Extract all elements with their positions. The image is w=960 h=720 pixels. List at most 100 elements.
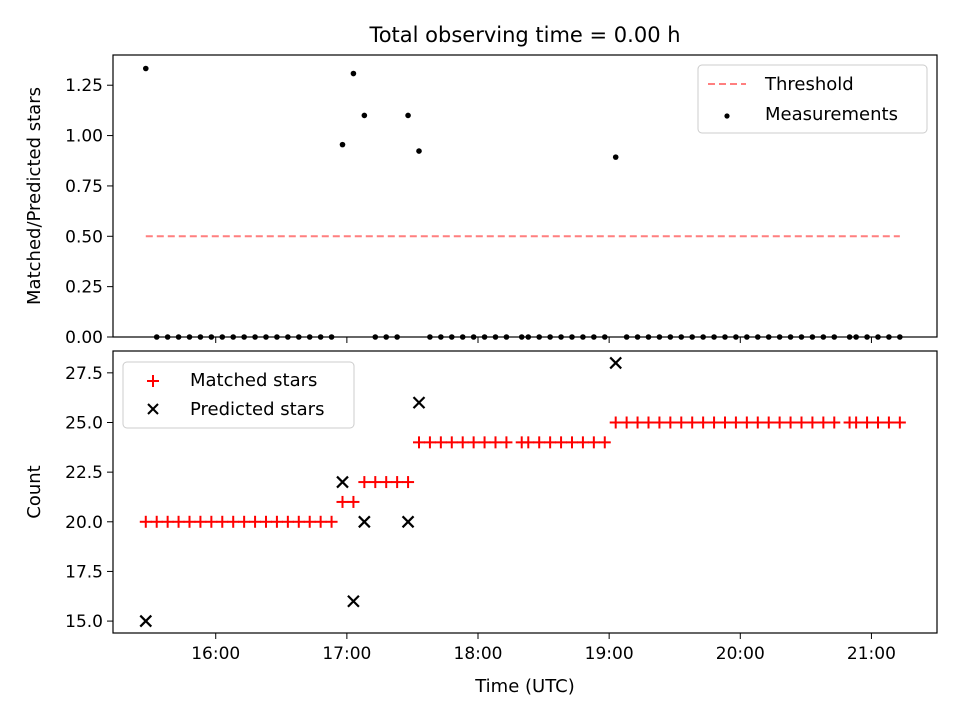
matched-star-marker — [336, 495, 349, 508]
top-y-tick-label: 0.75 — [65, 177, 103, 197]
matched-star-marker — [500, 436, 513, 449]
bottom-y-tick-label: 22.5 — [65, 463, 103, 483]
bottom-x-tick-label: 20:00 — [716, 644, 765, 664]
bottom-y-tick-label: 25.0 — [65, 413, 103, 433]
matched-star-marker — [391, 476, 404, 489]
matched-star-marker — [718, 416, 731, 429]
top-y-tick-label: 1.25 — [65, 76, 103, 96]
bottom-x-tick-label: 17:00 — [322, 644, 371, 664]
matched-star-marker — [238, 515, 251, 528]
matched-star-marker — [259, 515, 272, 528]
predicted-star-marker — [412, 396, 426, 409]
matched-star-marker — [675, 416, 688, 429]
matched-star-marker — [478, 436, 491, 449]
predicted-star-marker — [401, 515, 415, 529]
measurement-point — [405, 112, 411, 119]
matched-star-marker — [893, 416, 906, 429]
matched-star-marker — [642, 416, 655, 429]
top-y-tick-label: 1.00 — [65, 127, 103, 147]
bottom-y-tick-label: 20.0 — [65, 513, 103, 533]
predicted-legend-swatch — [147, 403, 159, 415]
top-axes-frame — [112, 54, 938, 338]
measurements-legend-swatch — [724, 113, 730, 119]
matched-star-marker — [828, 416, 841, 429]
bottom-x-tick-label: 19:00 — [585, 644, 634, 664]
matched-star-marker — [456, 436, 469, 449]
matched-star-marker — [445, 436, 458, 449]
top-subplot: Total observing time = 0.00 h 0.000.250.… — [24, 23, 938, 348]
matched-star-marker — [708, 416, 721, 429]
matched-star-marker — [664, 416, 677, 429]
matched-star-marker — [850, 416, 863, 429]
matched-star-marker — [369, 476, 382, 489]
bottom-legend: Matched stars Predicted stars — [122, 361, 355, 429]
top-ticks: 0.00 0.25 0.50 0.75 1.00 1.25 — [65, 76, 872, 348]
matched-star-marker — [740, 416, 753, 429]
matched-star-marker — [762, 416, 775, 429]
predicted-stars-points — [139, 356, 622, 628]
matched-star-marker — [609, 416, 622, 429]
matched-star-marker — [139, 515, 152, 528]
chart-title: Total observing time = 0.00 h — [368, 23, 680, 47]
measurement-point — [350, 70, 357, 77]
matched-star-marker — [172, 515, 185, 528]
matched-star-marker — [697, 416, 710, 429]
matched-star-marker — [817, 416, 830, 429]
matched-stars-points — [139, 416, 906, 528]
matched-star-marker — [194, 515, 207, 528]
matched-star-marker — [620, 416, 633, 429]
bottom-y-tick-label: 15.0 — [65, 612, 103, 632]
predicted-star-marker — [336, 475, 349, 489]
top-legend: Threshold Measurements — [697, 64, 928, 134]
matched-star-marker — [576, 436, 589, 449]
bottom-y-axis-label: Count — [24, 465, 45, 518]
top-y-tick-label: 0.00 — [65, 328, 103, 348]
threshold-legend-label: Threshold — [764, 74, 854, 95]
top-y-tick-label: 0.50 — [65, 227, 103, 247]
matched-star-marker — [434, 436, 447, 449]
measurements-legend-label: Measurements — [765, 104, 898, 125]
matched-star-marker — [412, 436, 425, 449]
matched-star-marker — [773, 416, 786, 429]
matched-star-marker — [303, 515, 316, 528]
matched-star-marker — [281, 515, 294, 528]
measurement-point — [339, 141, 346, 148]
bottom-legend-box — [122, 361, 355, 429]
measurement-point — [361, 112, 368, 119]
matched-star-marker — [150, 515, 163, 528]
matched-star-marker — [653, 416, 666, 429]
matched-star-marker — [565, 436, 578, 449]
matched-star-marker — [522, 436, 535, 449]
matched-star-marker — [380, 476, 393, 489]
top-y-axis-label: Matched/Predicted stars — [24, 87, 45, 305]
matched-star-marker — [587, 436, 600, 449]
matched-star-marker — [871, 416, 884, 429]
matched-star-marker — [686, 416, 699, 429]
predicted-star-marker — [609, 356, 622, 370]
measurement-point — [612, 154, 619, 160]
measurement-point — [142, 65, 149, 72]
matched-star-marker — [544, 436, 557, 449]
matched-legend-label: Matched stars — [190, 370, 317, 391]
predicted-legend-label: Predicted stars — [190, 399, 324, 420]
bottom-x-tick-label: 18:00 — [454, 644, 503, 664]
predicted-star-marker — [139, 614, 153, 628]
matched-star-marker — [729, 416, 742, 429]
matched-star-marker — [882, 416, 895, 429]
matched-star-marker — [861, 416, 874, 429]
matched-star-marker — [314, 515, 327, 528]
matched-star-marker — [347, 495, 360, 508]
matched-star-marker — [183, 515, 196, 528]
matched-star-marker — [161, 515, 174, 528]
matched-star-marker — [467, 436, 480, 449]
top-y-tick-label: 0.25 — [65, 278, 103, 298]
matched-star-marker — [751, 416, 764, 429]
matched-star-marker — [292, 515, 305, 528]
matched-star-marker — [216, 515, 229, 528]
matched-star-marker — [631, 416, 644, 429]
x-axis-label: Time (UTC) — [474, 676, 575, 697]
matched-star-marker — [555, 436, 568, 449]
top-legend-box — [697, 64, 928, 134]
matched-star-marker — [784, 416, 797, 429]
bottom-y-tick-label: 27.5 — [65, 364, 103, 384]
